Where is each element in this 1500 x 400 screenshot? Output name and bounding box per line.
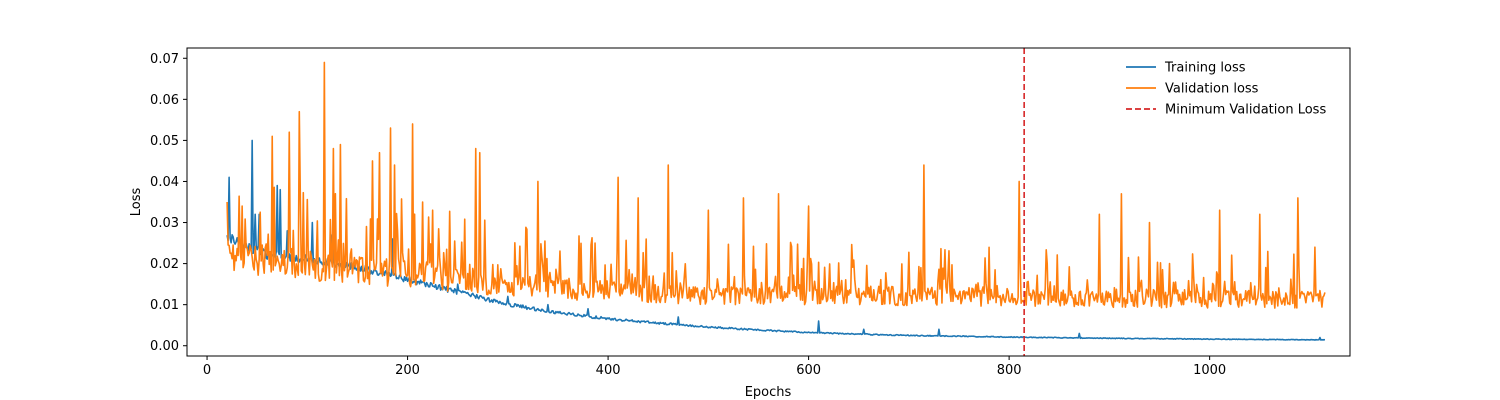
y-axis: 0.00 0.01 0.02 0.03 0.04 0.05 0.06 0.07: [150, 52, 187, 354]
series-line-validation-loss: [226, 61, 1326, 309]
legend: Training loss Validation loss Minimum Vali…: [1126, 61, 1326, 118]
x-tick-label: 0: [203, 363, 211, 378]
plot-frame: [186, 47, 1351, 357]
y-tick-label: 0.04: [150, 175, 179, 190]
x-axis: 0 200 400 600 800 1000: [203, 356, 1226, 378]
y-tick-label: 0.07: [150, 52, 179, 67]
x-tick-label: 200: [395, 363, 420, 378]
x-tick-label: 600: [796, 363, 821, 378]
y-tick-label: 0.00: [150, 339, 179, 354]
x-tick-label: 800: [997, 363, 1022, 378]
x-tick-label: 1000: [1193, 363, 1226, 378]
x-axis-label: Epochs: [745, 385, 792, 400]
legend-label: Validation loss: [1165, 82, 1259, 97]
y-tick-label: 0.02: [150, 257, 179, 272]
legend-label: Training loss: [1164, 61, 1246, 76]
y-tick-label: 0.06: [150, 93, 179, 108]
legend-label: Minimum Validation Loss: [1165, 103, 1326, 118]
y-axis-label: Loss: [129, 188, 144, 217]
x-tick-label: 400: [596, 363, 621, 378]
y-tick-label: 0.01: [150, 298, 179, 313]
series-layer: [226, 48, 1326, 356]
y-tick-label: 0.05: [150, 134, 179, 149]
y-tick-label: 0.03: [150, 216, 179, 231]
